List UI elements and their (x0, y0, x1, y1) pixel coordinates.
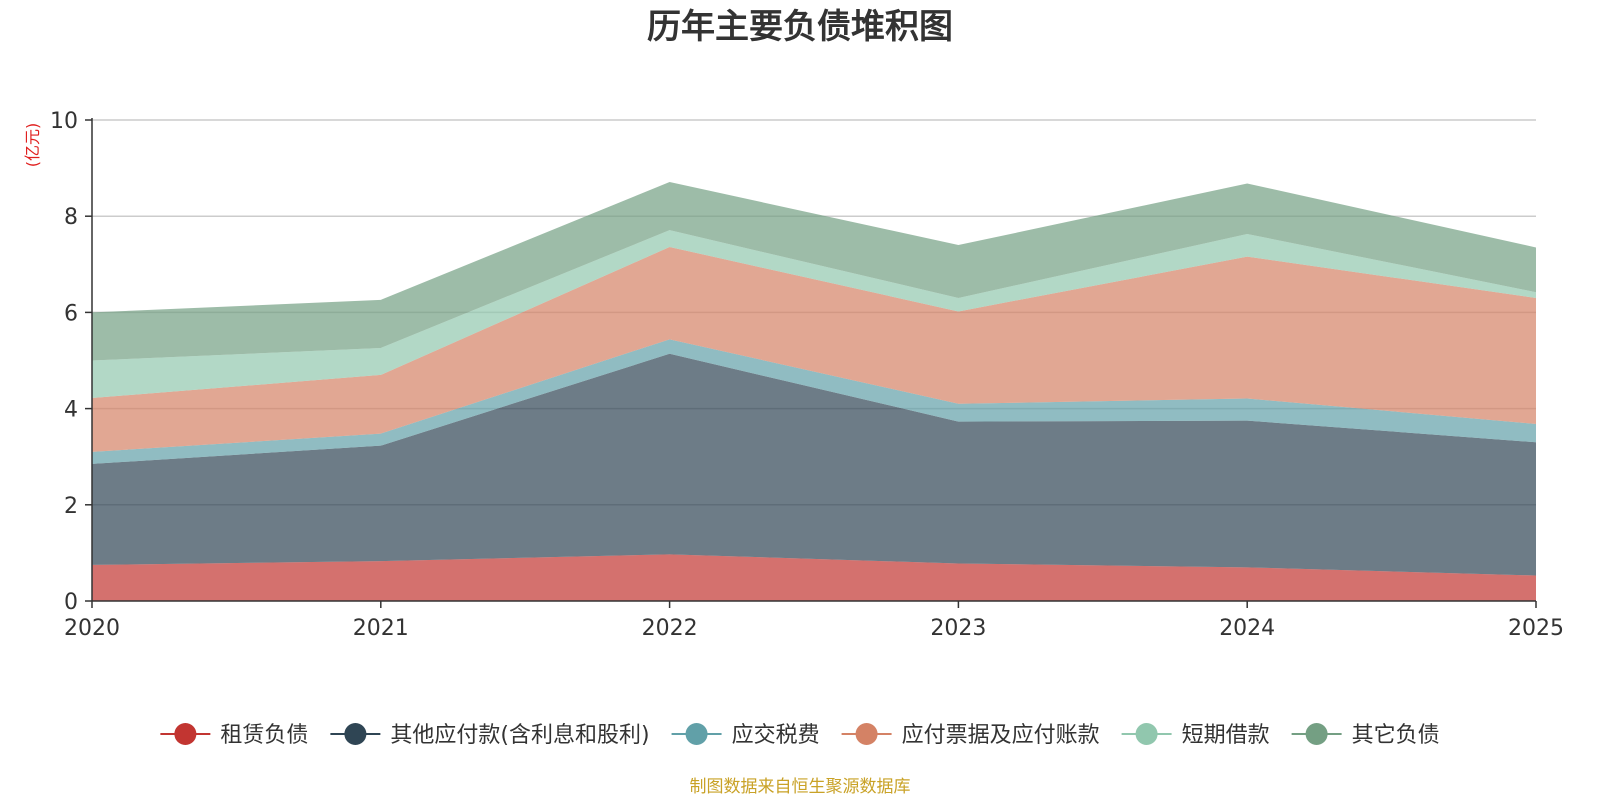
x-tick-label-2024: 2024 (1219, 616, 1275, 641)
x-tick-label-2021: 2021 (353, 616, 409, 641)
y-tick-label-2: 2 (64, 494, 78, 519)
legend-marker-1 (344, 723, 367, 745)
area-series-5 (92, 182, 1536, 361)
x-tick-label-2023: 2023 (930, 616, 986, 641)
x-tick-label-2022: 2022 (642, 616, 698, 641)
x-tick-label-2025: 2025 (1508, 616, 1564, 641)
y-tick-label-10: 10 (50, 109, 78, 134)
legend-label-0: 租赁负债 (220, 723, 308, 748)
legend-label-4: 短期借款 (1182, 723, 1270, 748)
legend-item-2[interactable]: 应交税费 (671, 723, 820, 748)
y-tick-label-6: 6 (64, 301, 78, 326)
y-tick-label-8: 8 (64, 205, 78, 230)
area-series-4 (92, 230, 1536, 399)
y-tick-label-4: 4 (64, 398, 78, 423)
x-tick-label-2020: 2020 (64, 616, 120, 641)
area-series-1 (92, 353, 1536, 576)
area-series-layer (92, 182, 1536, 601)
legend-item-0[interactable]: 租赁负债 (160, 723, 308, 748)
legend-item-5[interactable]: 其它负债 (1291, 723, 1440, 748)
legend[interactable]: 租赁负债 其他应付款(含利息和股利) 应交税费 应付票据及应付账款 短期借款 其它负债 (160, 723, 1440, 748)
legend-item-1[interactable]: 其他应付款(含利息和股利) (330, 723, 650, 748)
legend-label-3: 应付票据及应付账款 (902, 723, 1100, 748)
y-tick-label-0: 0 (64, 590, 78, 615)
legend-item-3[interactable]: 应付票据及应付账款 (841, 723, 1100, 748)
legend-label-1: 其他应付款(含利息和股利) (390, 723, 649, 748)
area-series-0 (92, 554, 1536, 601)
legend-marker-5 (1305, 723, 1328, 745)
chart-title: 历年主要负债堆积图 (647, 7, 953, 47)
legend-marker-4 (1135, 723, 1158, 745)
source-note: 制图数据来自恒生聚源数据库 (690, 777, 911, 797)
y-axis-label: (亿元) (23, 123, 42, 168)
legend-marker-0 (174, 723, 197, 745)
legend-marker-2 (685, 723, 708, 745)
legend-item-4[interactable]: 短期借款 (1121, 723, 1270, 748)
area-series-2 (92, 339, 1536, 464)
legend-label-5: 其它负债 (1352, 723, 1440, 748)
axes: 0 2 4 6 8 10 2020 2021 2022 2023 2024 2025 (50, 109, 1564, 641)
legend-marker-3 (855, 723, 878, 745)
area-series-3 (92, 246, 1536, 452)
legend-label-2: 应交税费 (732, 723, 820, 748)
